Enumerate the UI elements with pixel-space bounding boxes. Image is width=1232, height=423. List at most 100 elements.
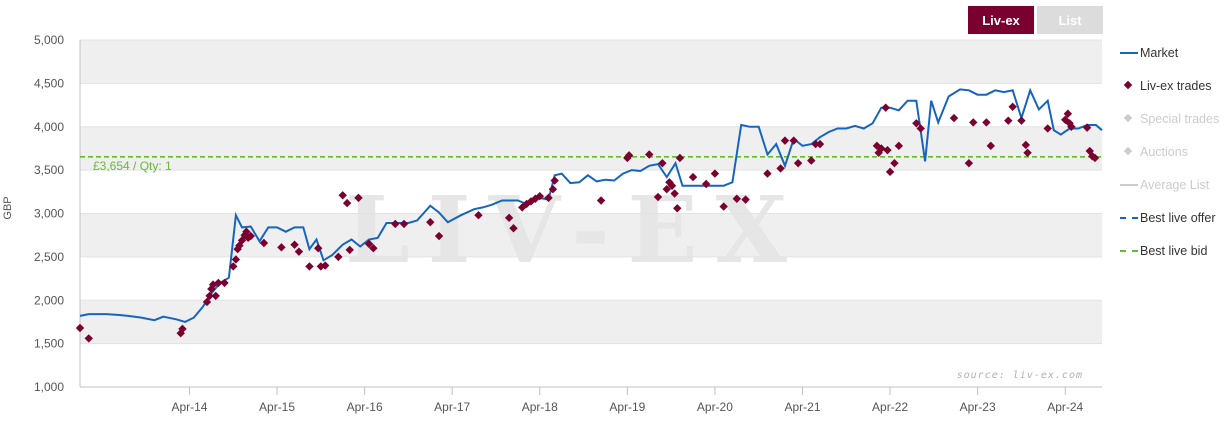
trade-point[interactable]	[624, 151, 634, 160]
trade-point[interactable]	[662, 185, 671, 194]
trade-point[interactable]	[688, 172, 698, 182]
trade-point[interactable]	[1023, 148, 1032, 157]
trade-point[interactable]	[670, 189, 679, 198]
trade-point[interactable]	[259, 238, 269, 248]
trade-point[interactable]	[877, 144, 886, 153]
legend-item-liv-ex-trades[interactable]: Liv-ex trades	[1118, 69, 1232, 102]
trade-point[interactable]	[658, 158, 667, 168]
trade-point[interactable]	[732, 194, 742, 203]
legend-item-auctions[interactable]: Auctions	[1118, 135, 1232, 168]
trade-point[interactable]	[504, 213, 514, 223]
trade-point[interactable]	[741, 195, 750, 204]
trade-point[interactable]	[75, 323, 85, 333]
trade-point[interactable]	[314, 244, 323, 253]
trade-point[interactable]	[509, 224, 518, 233]
trade-point[interactable]	[912, 119, 921, 128]
tab-list[interactable]: List	[1037, 6, 1103, 34]
trade-point[interactable]	[1067, 122, 1076, 131]
trade-point[interactable]	[811, 139, 820, 149]
trade-point[interactable]	[1090, 153, 1100, 163]
trade-point[interactable]	[240, 230, 249, 240]
trade-point[interactable]	[277, 243, 286, 252]
trade-point[interactable]	[544, 193, 553, 203]
trade-point[interactable]	[338, 191, 347, 200]
trade-point[interactable]	[535, 191, 544, 201]
trade-point[interactable]	[242, 227, 251, 236]
trade-point[interactable]	[969, 118, 978, 127]
trade-point[interactable]	[290, 240, 299, 249]
trade-point[interactable]	[872, 141, 882, 151]
trade-point[interactable]	[342, 198, 352, 208]
trade-point[interactable]	[807, 156, 816, 165]
trade-point[interactable]	[793, 158, 803, 168]
trade-point[interactable]	[231, 255, 241, 264]
trade-point[interactable]	[710, 169, 720, 178]
trade-point[interactable]	[220, 278, 229, 288]
trade-point[interactable]	[229, 262, 238, 271]
legend-item-special-trades[interactable]: Special trades	[1118, 102, 1232, 135]
trade-point[interactable]	[214, 278, 223, 288]
trade-point[interactable]	[1004, 116, 1013, 125]
trade-point[interactable]	[881, 103, 890, 112]
trade-point[interactable]	[1043, 124, 1052, 133]
trade-point[interactable]	[391, 219, 400, 229]
trade-point[interactable]	[719, 202, 728, 211]
trade-point[interactable]	[883, 145, 892, 155]
trade-point[interactable]	[964, 158, 974, 168]
trade-point[interactable]	[645, 150, 654, 159]
trade-point[interactable]	[789, 136, 798, 145]
trade-point[interactable]	[205, 291, 214, 301]
trade-point[interactable]	[815, 139, 825, 149]
trade-point[interactable]	[369, 244, 378, 253]
trade-point[interactable]	[885, 167, 895, 177]
trade-point[interactable]	[211, 291, 220, 301]
trade-point[interactable]	[522, 199, 531, 209]
trade-point[interactable]	[916, 124, 925, 133]
trade-point[interactable]	[890, 158, 899, 168]
trade-point[interactable]	[1061, 115, 1070, 125]
trade-point[interactable]	[294, 247, 304, 256]
trade-point[interactable]	[1082, 123, 1092, 132]
trade-point[interactable]	[202, 297, 212, 307]
trade-point[interactable]	[334, 252, 343, 262]
tab-liv-ex[interactable]: Liv-ex	[968, 6, 1034, 34]
trade-point[interactable]	[246, 231, 255, 241]
trade-point[interactable]	[763, 169, 772, 178]
trade-point[interactable]	[1063, 109, 1073, 118]
trade-point[interactable]	[982, 118, 991, 127]
trade-point[interactable]	[354, 193, 363, 203]
trade-point[interactable]	[434, 231, 444, 241]
trade-point[interactable]	[667, 181, 677, 190]
trade-point[interactable]	[345, 245, 354, 255]
trade-point[interactable]	[178, 324, 187, 334]
trade-point[interactable]	[426, 217, 435, 227]
legend-item-market[interactable]: Market	[1118, 36, 1232, 69]
trade-point[interactable]	[653, 192, 663, 202]
trade-point[interactable]	[84, 334, 93, 343]
trade-point[interactable]	[1017, 116, 1026, 125]
legend-item-average-list[interactable]: Average List	[1118, 168, 1232, 201]
trade-point[interactable]	[673, 204, 682, 213]
trade-point[interactable]	[474, 211, 483, 220]
trade-point[interactable]	[321, 261, 330, 270]
trade-point[interactable]	[399, 219, 409, 229]
legend-item-best-live-offer[interactable]: Best live offer	[1118, 201, 1232, 234]
trade-point[interactable]	[550, 176, 559, 185]
trade-point[interactable]	[305, 262, 314, 271]
trade-point[interactable]	[1008, 102, 1017, 111]
trade-point[interactable]	[874, 148, 883, 157]
trade-point[interactable]	[701, 179, 711, 189]
trade-point[interactable]	[986, 141, 995, 151]
trade-point[interactable]	[1088, 152, 1097, 161]
trade-point[interactable]	[949, 113, 959, 123]
trade-point[interactable]	[1065, 119, 1074, 128]
trade-point[interactable]	[665, 178, 674, 187]
trade-point[interactable]	[596, 196, 606, 205]
trade-point[interactable]	[894, 141, 904, 151]
legend-item-best-live-bid[interactable]: Best live bid	[1118, 234, 1232, 267]
trade-point[interactable]	[1021, 140, 1031, 150]
trade-point[interactable]	[776, 164, 785, 173]
trade-point[interactable]	[548, 185, 558, 194]
trade-point[interactable]	[675, 153, 685, 163]
trade-point[interactable]	[780, 136, 790, 145]
